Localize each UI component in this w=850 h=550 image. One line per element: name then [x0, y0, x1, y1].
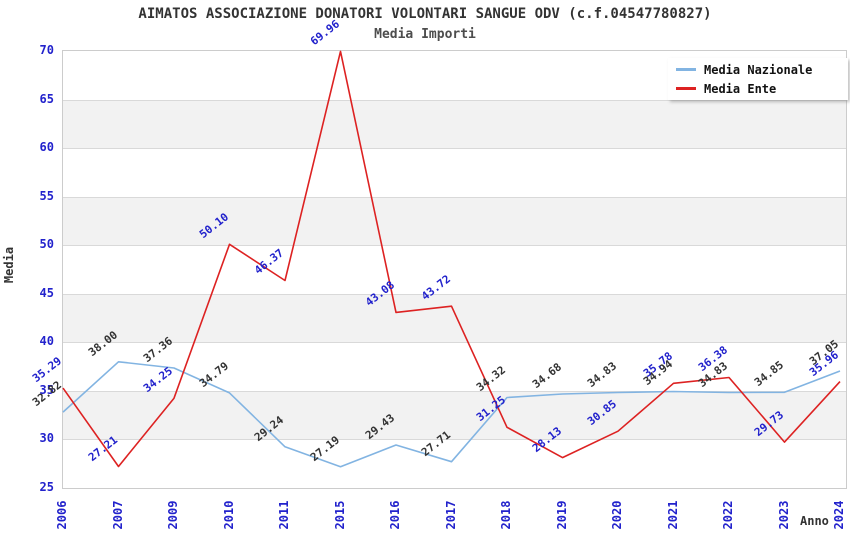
plot-area	[62, 50, 847, 489]
y-tick-label: 70	[39, 43, 54, 57]
legend-item-media-nazionale: Media Nazionale	[676, 63, 848, 77]
legend-line-swatch	[676, 87, 696, 90]
y-tick-label: 65	[39, 91, 54, 106]
y-tick-label: 55	[39, 188, 54, 203]
chart-title: AIMATOS ASSOCIAZIONE DONATORI VOLONTARI …	[138, 6, 712, 22]
x-tick-label: 2011	[277, 500, 291, 530]
y-tick-label: 40	[39, 334, 54, 349]
x-tick-label: 2020	[610, 500, 624, 530]
legend-label: Media Nazionale	[704, 62, 813, 77]
plot-band	[63, 439, 846, 488]
plot-band	[63, 245, 846, 294]
series-line-media-nazionale	[62, 360, 841, 468]
y-tick-label: 25	[39, 480, 54, 494]
y-tick-label: 35	[39, 382, 54, 397]
y-tick-label: 60	[39, 140, 54, 155]
x-tick-label: 2010	[221, 500, 236, 530]
x-tick-label: 2016	[388, 500, 402, 530]
plot-band	[63, 148, 846, 197]
gridline	[63, 245, 846, 246]
x-tick-label: 2006	[55, 500, 69, 530]
legend-line-swatch	[676, 68, 696, 71]
y-tick-label: 50	[39, 237, 54, 252]
gridline	[63, 197, 846, 198]
y-axis-title: Media	[2, 246, 16, 284]
gridline	[63, 148, 846, 149]
plot-band	[63, 293, 846, 343]
chart-subtitle: Media Importi	[374, 27, 476, 42]
x-tick-label: 2009	[166, 500, 180, 530]
plot-band	[63, 196, 846, 246]
legend-label: Media Ente	[704, 81, 777, 96]
x-tick-label: 2024	[832, 500, 846, 530]
y-tick-label: 45	[39, 285, 54, 300]
plot-band	[63, 99, 846, 149]
legend: Media Nazionale Media Ente	[668, 58, 848, 100]
x-tick-label: 2007	[110, 500, 125, 530]
series-line-media-ente	[62, 50, 841, 468]
plot-band	[63, 390, 846, 440]
gridline	[63, 439, 846, 440]
plot-band	[63, 342, 846, 391]
gridline	[63, 391, 846, 392]
data-point-label: 35.29	[29, 354, 65, 386]
x-tick-label: 2017	[443, 500, 458, 530]
x-axis-title: Anno	[800, 514, 829, 528]
legend-item-media-ente: Media Ente	[676, 82, 848, 96]
gridline	[63, 100, 846, 101]
y-tick-label: 30	[39, 431, 54, 446]
gridline	[63, 342, 846, 343]
x-tick-label: 2019	[554, 500, 569, 530]
x-tick-label: 2023	[776, 500, 791, 530]
gridline	[63, 294, 846, 295]
x-tick-label: 2021	[665, 500, 680, 530]
x-tick-label: 2018	[499, 500, 513, 530]
x-tick-label: 2022	[721, 500, 735, 530]
series-plot	[62, 50, 841, 468]
x-tick-label: 2015	[332, 500, 347, 530]
